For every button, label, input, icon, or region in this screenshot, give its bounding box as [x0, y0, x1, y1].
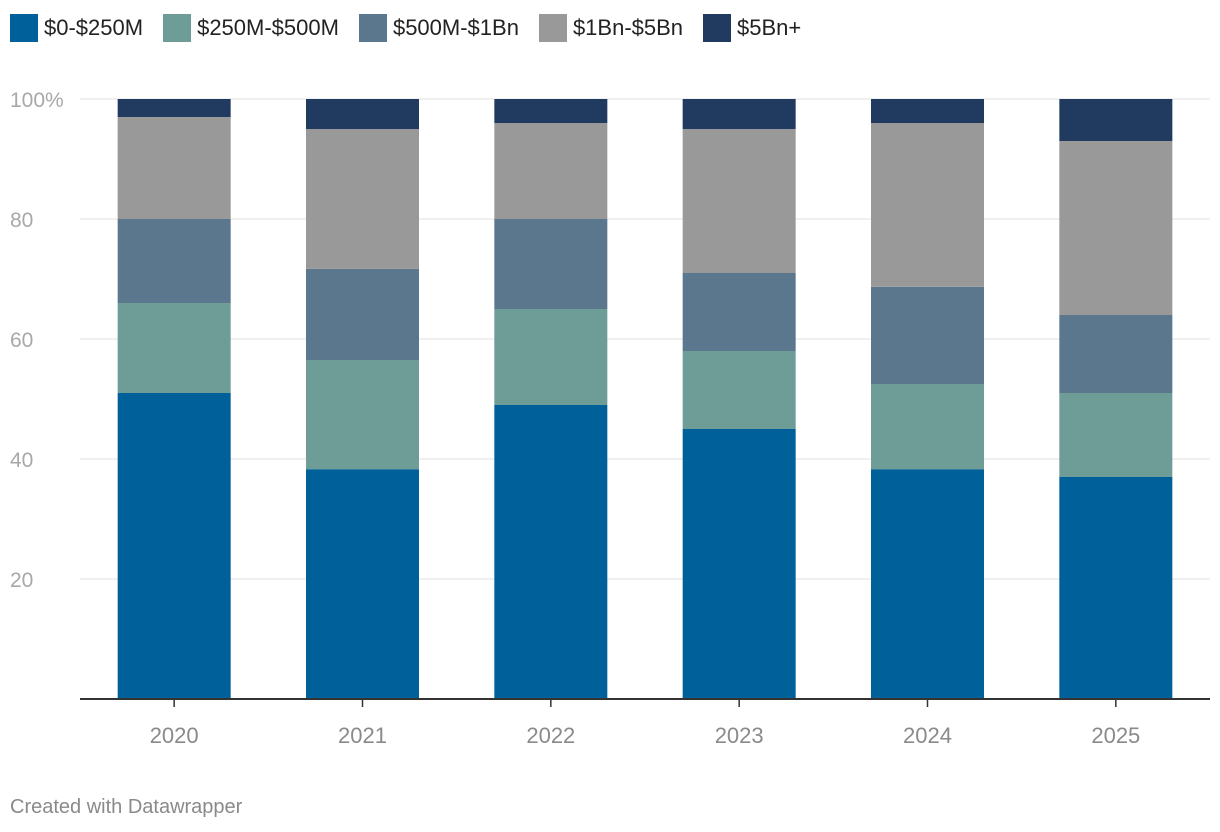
legend-item: $1Bn-$5Bn — [538, 14, 684, 42]
legend-label: $0-$250M — [44, 15, 144, 40]
x-tick-label: 2024 — [903, 723, 952, 748]
bar-segment — [1059, 393, 1173, 477]
bar-segment — [117, 219, 231, 303]
x-tick-label: 2020 — [150, 723, 199, 748]
bar-segment — [494, 123, 608, 219]
bar-segment — [117, 117, 231, 219]
bar-segment — [306, 360, 419, 470]
bar-segment — [682, 99, 796, 129]
legend-item: $500M-$1Bn — [358, 14, 519, 42]
bar-segment — [871, 286, 984, 384]
x-tick-label: 2021 — [338, 723, 387, 748]
bar-segment — [306, 129, 419, 269]
legend-item: $0-$250M — [10, 14, 143, 42]
x-tick-label: 2023 — [715, 723, 764, 748]
bar-segment — [871, 99, 984, 123]
bar-segment — [494, 309, 608, 405]
chart-legend: $0-$250M $250M-$500M $500M-$1Bn $1Bn-$5B… — [10, 12, 821, 44]
legend-item: $5Bn+ — [703, 14, 801, 42]
y-tick-label: 80 — [10, 209, 33, 232]
bar-segment — [494, 99, 608, 123]
bar-segment — [1059, 141, 1173, 315]
bar-segment — [306, 268, 419, 360]
x-tick-label: 2022 — [526, 723, 575, 748]
legend-swatch — [163, 14, 192, 42]
bar-segment — [871, 384, 984, 470]
legend-label: $250M-$500M — [197, 15, 339, 40]
bar-segment — [494, 219, 608, 309]
legend-label: $1Bn-$5Bn — [572, 15, 684, 40]
y-tick-label: 40 — [10, 449, 33, 472]
bar-segment — [117, 99, 231, 117]
bar-segment — [682, 273, 796, 351]
x-tick-label: 2025 — [1091, 723, 1140, 748]
bar-segment — [871, 469, 984, 699]
footer-credit: Created with Datawrapper — [10, 796, 243, 818]
stacked-bar-chart: 20 40 60 80 100% 2020 2021 2022 2023 2024 2025 — [10, 89, 1210, 748]
legend-label: $500M-$1Bn — [392, 15, 519, 40]
bar-segment — [1059, 477, 1173, 699]
y-tick-label: 20 — [10, 569, 33, 592]
bar-segment — [494, 405, 608, 699]
bar-segment — [1059, 99, 1173, 141]
y-tick-label: 60 — [10, 329, 33, 352]
bar-segment — [306, 469, 419, 699]
bar-segment — [871, 123, 984, 287]
legend-swatch — [538, 14, 567, 42]
bar-segment — [682, 351, 796, 429]
bar-segment — [306, 99, 419, 129]
bar-segment — [682, 429, 796, 699]
bar-segment — [1059, 315, 1173, 393]
bar-segment — [117, 303, 231, 393]
legend-swatch — [10, 14, 38, 42]
legend-swatch — [703, 14, 732, 42]
bar-segment — [682, 129, 796, 273]
y-tick-label: 100% — [10, 89, 64, 112]
legend-item: $250M-$500M — [163, 14, 339, 42]
legend-label: $5Bn+ — [737, 15, 802, 40]
legend-swatch — [358, 14, 387, 42]
bar-segment — [117, 393, 231, 699]
